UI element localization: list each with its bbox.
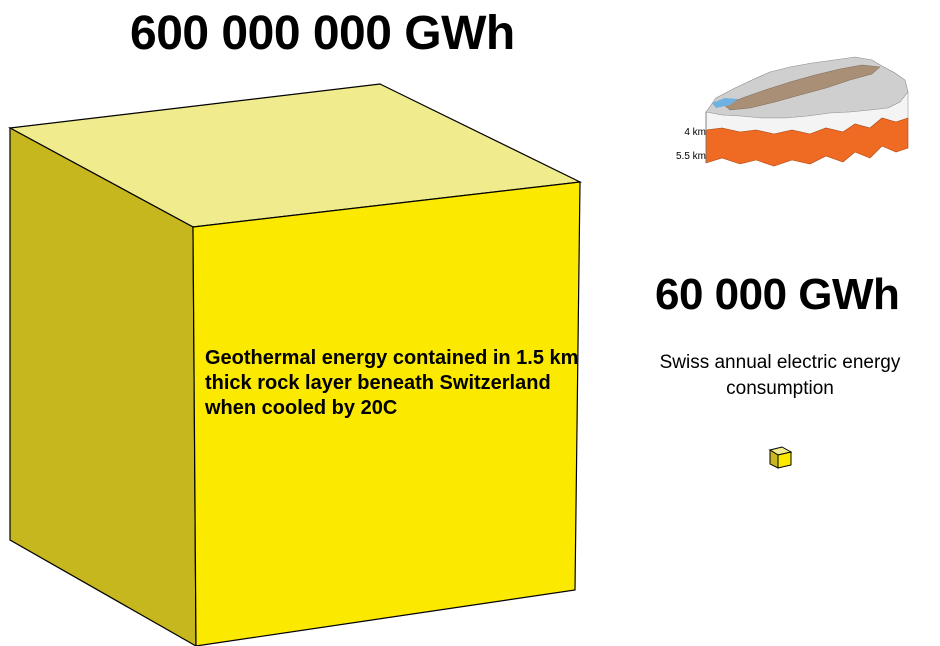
large-energy-title: 600 000 000 GWh [130, 7, 515, 60]
hot-rock-layer [705, 117, 909, 167]
large-cube-front-face [192, 181, 581, 646]
swiss-alps-ridge [723, 64, 881, 111]
switzerland-rock-layer-figure [705, 56, 909, 167]
small-energy-description: Swiss annual electric energy consumption [659, 352, 901, 399]
depth-5-5km-label: 5.5 km [675, 151, 706, 162]
swiss-lake [712, 98, 738, 108]
small-energy-cube [768, 446, 793, 469]
small-energy-title: 60 000 GWh [655, 270, 900, 319]
small-cube-front-face [777, 451, 792, 469]
depth-4km-label: 4 km [684, 127, 706, 138]
large-cube-left-face [9, 126, 197, 646]
large-energy-description: Geothermal energy contained in 1.5 km th… [205, 347, 579, 419]
